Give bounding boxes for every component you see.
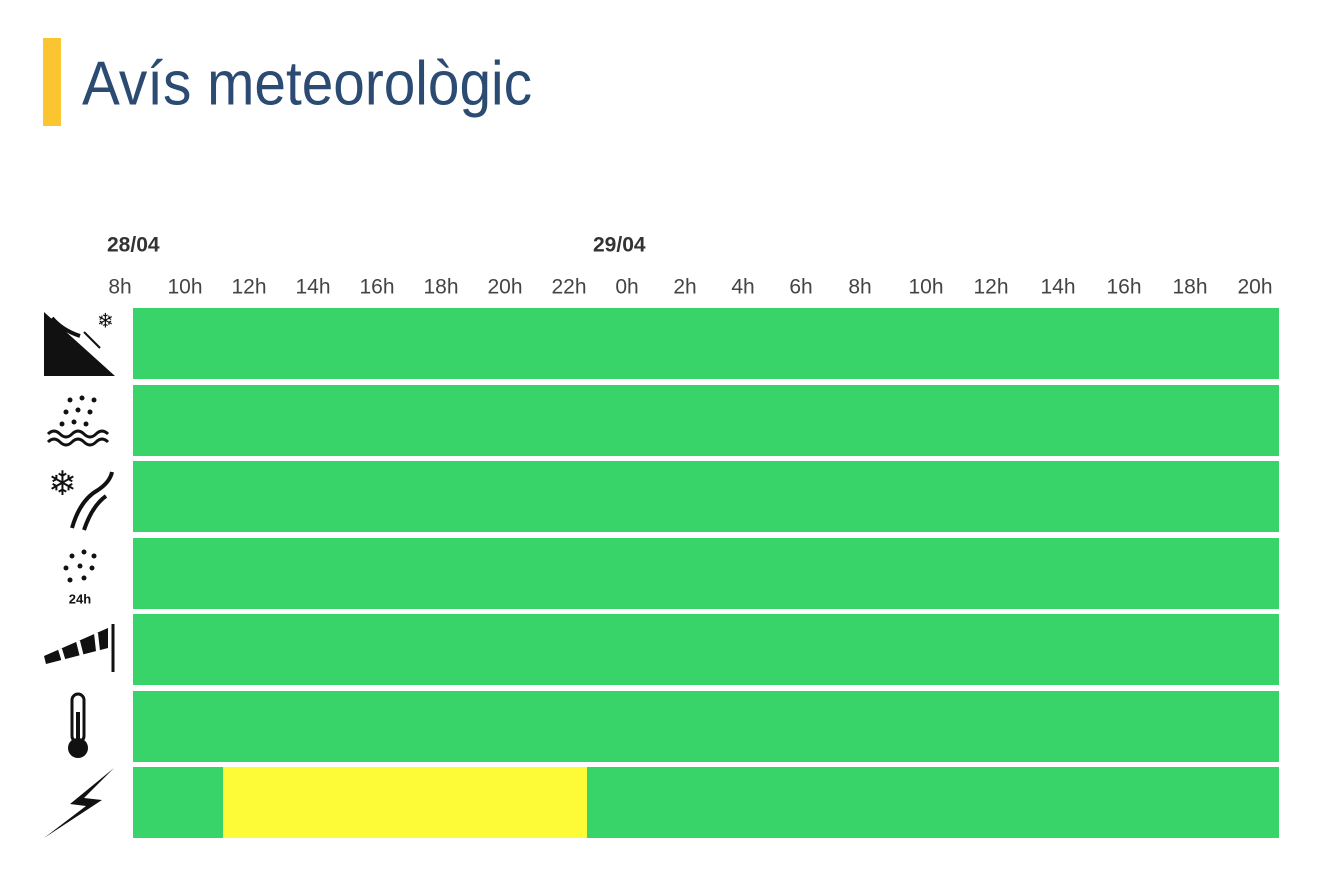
hour-label: 18h	[1172, 276, 1207, 299]
hour-label: 16h	[359, 276, 394, 299]
hour-label: 10h	[908, 276, 943, 299]
hour-label: 16h	[1106, 276, 1141, 299]
hour-label: 0h	[615, 276, 638, 299]
warning-row	[133, 538, 1279, 609]
warning-segment	[223, 767, 587, 838]
thermometer-icon	[68, 692, 88, 758]
coastal-icon	[46, 395, 110, 447]
warning-row	[133, 308, 1279, 379]
date-label: 29/04	[593, 234, 646, 257]
hour-label: 8h	[848, 276, 871, 299]
title-accent	[43, 38, 61, 126]
warning-row	[133, 614, 1279, 685]
hour-label: 14h	[1040, 276, 1075, 299]
hour-label: 6h	[789, 276, 812, 299]
rain-icon-label: 24h	[69, 591, 91, 606]
snow-icon: ❄	[48, 465, 114, 531]
wind-icon	[44, 624, 115, 672]
warning-row	[133, 461, 1279, 532]
hour-label: 10h	[167, 276, 202, 299]
hour-label: 12h	[231, 276, 266, 299]
rain-icon: 24h	[63, 549, 97, 606]
lightning-icon	[44, 768, 114, 838]
hour-label: 18h	[423, 276, 458, 299]
svg-text:❄: ❄	[48, 465, 77, 503]
row-icons: ❄ ❄ 24h	[44, 310, 115, 838]
avalanche-icon: ❄	[44, 310, 115, 376]
hour-label: 12h	[973, 276, 1008, 299]
hour-label: 2h	[673, 276, 696, 299]
page-title: Avís meteorològic	[82, 49, 532, 118]
hour-label: 20h	[1237, 276, 1272, 299]
warning-row	[133, 691, 1279, 762]
svg-text:❄: ❄	[97, 310, 114, 332]
hour-label: 8h	[108, 276, 131, 299]
hour-label: 20h	[487, 276, 522, 299]
hour-label: 22h	[551, 276, 586, 299]
date-label: 28/04	[107, 234, 160, 257]
hour-label: 4h	[731, 276, 754, 299]
warning-row	[133, 385, 1279, 456]
warning-grid	[133, 308, 1279, 838]
hour-label: 14h	[295, 276, 330, 299]
